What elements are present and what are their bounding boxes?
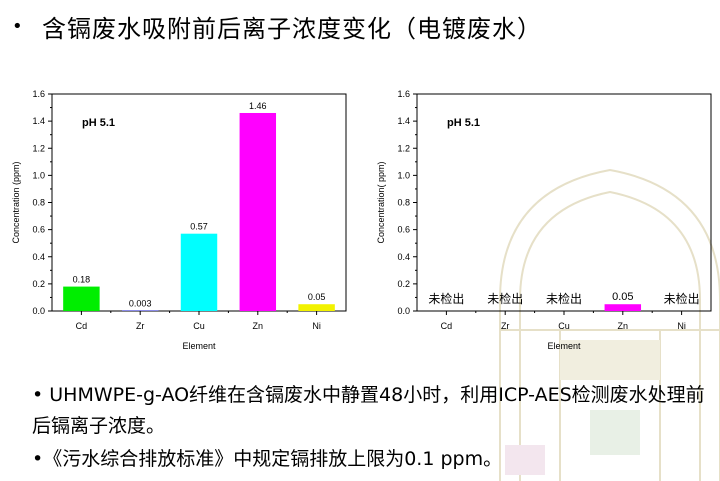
y-tick-label: 0.6 [32, 225, 45, 235]
ph-annotation: pH 5.1 [447, 117, 480, 129]
y-tick-label: 1.2 [32, 143, 45, 153]
data-label: 未检出 [546, 291, 582, 306]
x-tick-label: Cd [441, 321, 453, 331]
x-axis-title: Element [547, 341, 581, 351]
y-tick-label: 1.4 [32, 116, 45, 126]
note-method: • UHMWPE-g-AO纤维在含镉废水中静置48小时，利用ICP-AES检测废… [32, 384, 705, 437]
y-tick-label: 0.0 [32, 306, 45, 316]
bar-Cu [180, 233, 218, 311]
y-tick-label: 0.2 [32, 279, 45, 289]
x-tick-label: Cu [558, 321, 570, 331]
x-tick-label: Zr [501, 321, 510, 331]
data-label: 0.18 [73, 275, 91, 285]
x-tick-label: Zn [618, 321, 629, 331]
data-label: 0.57 [190, 222, 208, 232]
y-tick-label: 1.0 [32, 170, 45, 180]
y-tick-label: 0.4 [397, 252, 410, 262]
y-tick-label: 0.8 [32, 198, 45, 208]
y-tick-label: 1.2 [397, 143, 410, 153]
y-tick-label: 1.6 [32, 89, 45, 99]
x-tick-label: Ni [677, 321, 686, 331]
slide-title: 含镉废水吸附前后离子浓度变化（电镀废水） [42, 14, 542, 43]
y-tick-label: 0.2 [397, 279, 410, 289]
data-label: 0.05 [308, 292, 326, 302]
x-tick-label: Zn [253, 321, 264, 331]
y-tick-label: 1.0 [397, 170, 410, 180]
x-axis-title: Element [182, 341, 216, 351]
slide-title-row: • 含镉废水吸附前后离子浓度变化（电镀废水） [12, 6, 542, 46]
title-bullet: • [12, 15, 23, 37]
y-tick-label: 1.4 [397, 116, 410, 126]
bar-Zn [604, 304, 642, 311]
note-standard: •《污水综合排放标准》中规定镉排放上限为0.1 ppm。 [32, 448, 503, 470]
bar-Ni [298, 304, 335, 311]
data-label: 未检出 [487, 291, 523, 306]
x-tick-label: Ni [312, 321, 321, 331]
bar-Zn [239, 112, 277, 311]
data-label: 未检出 [664, 291, 700, 306]
y-tick-label: 0.8 [397, 198, 410, 208]
x-tick-label: Zr [136, 321, 145, 331]
data-label: 0.003 [129, 299, 152, 309]
chart-before-adsorption: 0.0 0.2 0.4 0.6 0.8 1.0 1.2 1.4 1.6 Cd 0.18 Zr 0.003… [11, 89, 347, 351]
y-tick-label: 1.6 [397, 89, 410, 99]
y-axis-title: Concentration( ppm) [376, 161, 386, 243]
chart-after-adsorption: 0.0 0.2 0.4 0.6 0.8 1.0 1.2 1.4 1.6 Cd 未检出 Zr 未检出 Cu 未… [376, 89, 712, 351]
notes-block: • UHMWPE-g-AO纤维在含镉废水中静置48小时，利用ICP-AES检测废… [32, 380, 712, 477]
data-label: 0.05 [612, 291, 633, 303]
y-tick-label: 0.4 [32, 252, 45, 262]
bar-Cd [63, 286, 100, 311]
y-tick-label: 0.0 [397, 306, 410, 316]
data-label: 未检出 [428, 291, 464, 306]
ph-annotation: pH 5.1 [82, 117, 115, 129]
y-tick-label: 0.6 [397, 225, 410, 235]
y-axis-title: Concentration (ppm) [11, 161, 21, 243]
x-tick-label: Cu [193, 321, 205, 331]
data-label: 1.46 [249, 101, 267, 111]
x-tick-label: Cd [76, 321, 88, 331]
